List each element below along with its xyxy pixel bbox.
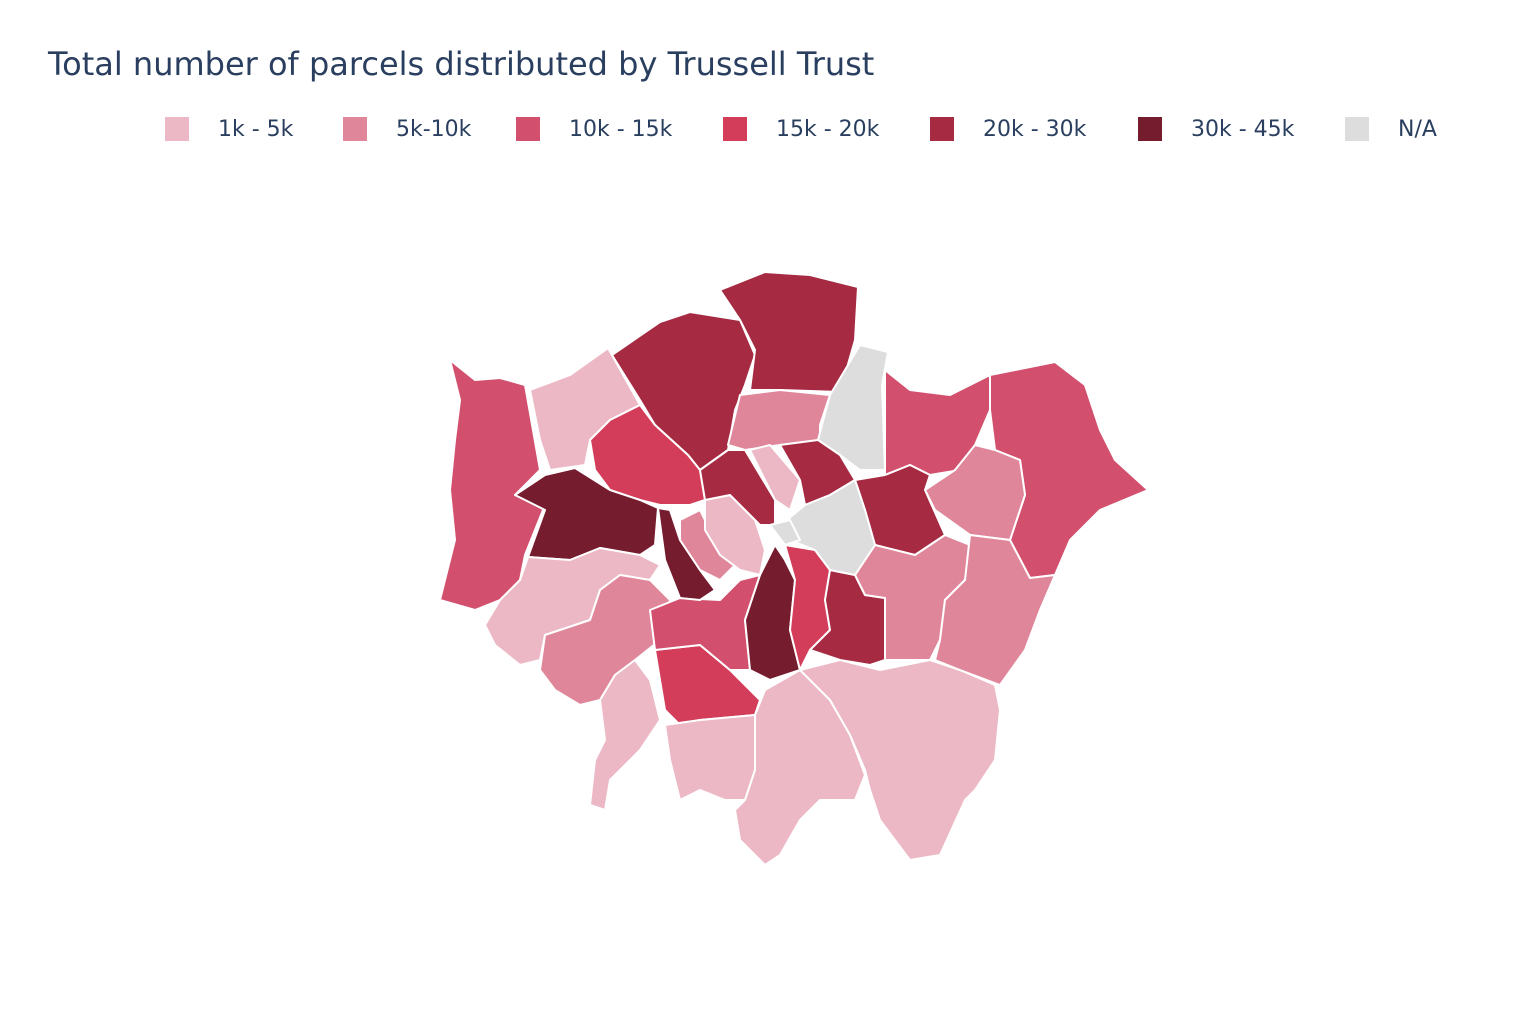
legend-label: N/A [1398,117,1437,142]
region [934,534,1056,686]
region [589,659,661,811]
chart-title: Total number of parcels distributed by T… [47,45,874,83]
legend-swatch [723,117,747,141]
legend-label: 15k - 20k [776,117,880,142]
region [699,449,776,526]
legend-swatch [1138,117,1162,141]
region [749,444,801,511]
legend-label: 10k - 15k [569,117,673,142]
legend-swatch [1345,117,1369,141]
legend-label: 30k - 45k [1191,117,1295,142]
legend: 1k - 5k 5k-10k 10k - 15k 15k - 20k 20k - 30k… [165,117,1437,142]
region [657,507,716,601]
region [817,344,889,471]
region [799,659,1001,861]
legend-label: 1k - 5k [218,117,294,142]
region [769,519,801,546]
region [539,574,671,706]
legend-swatch [343,117,367,141]
legend-label: 20k - 30k [983,117,1087,142]
legend-swatch [516,117,540,141]
map [439,271,1149,866]
region [679,509,736,581]
legend-label: 5k-10k [396,117,472,142]
legend-swatch [165,117,189,141]
legend-swatch [930,117,954,141]
